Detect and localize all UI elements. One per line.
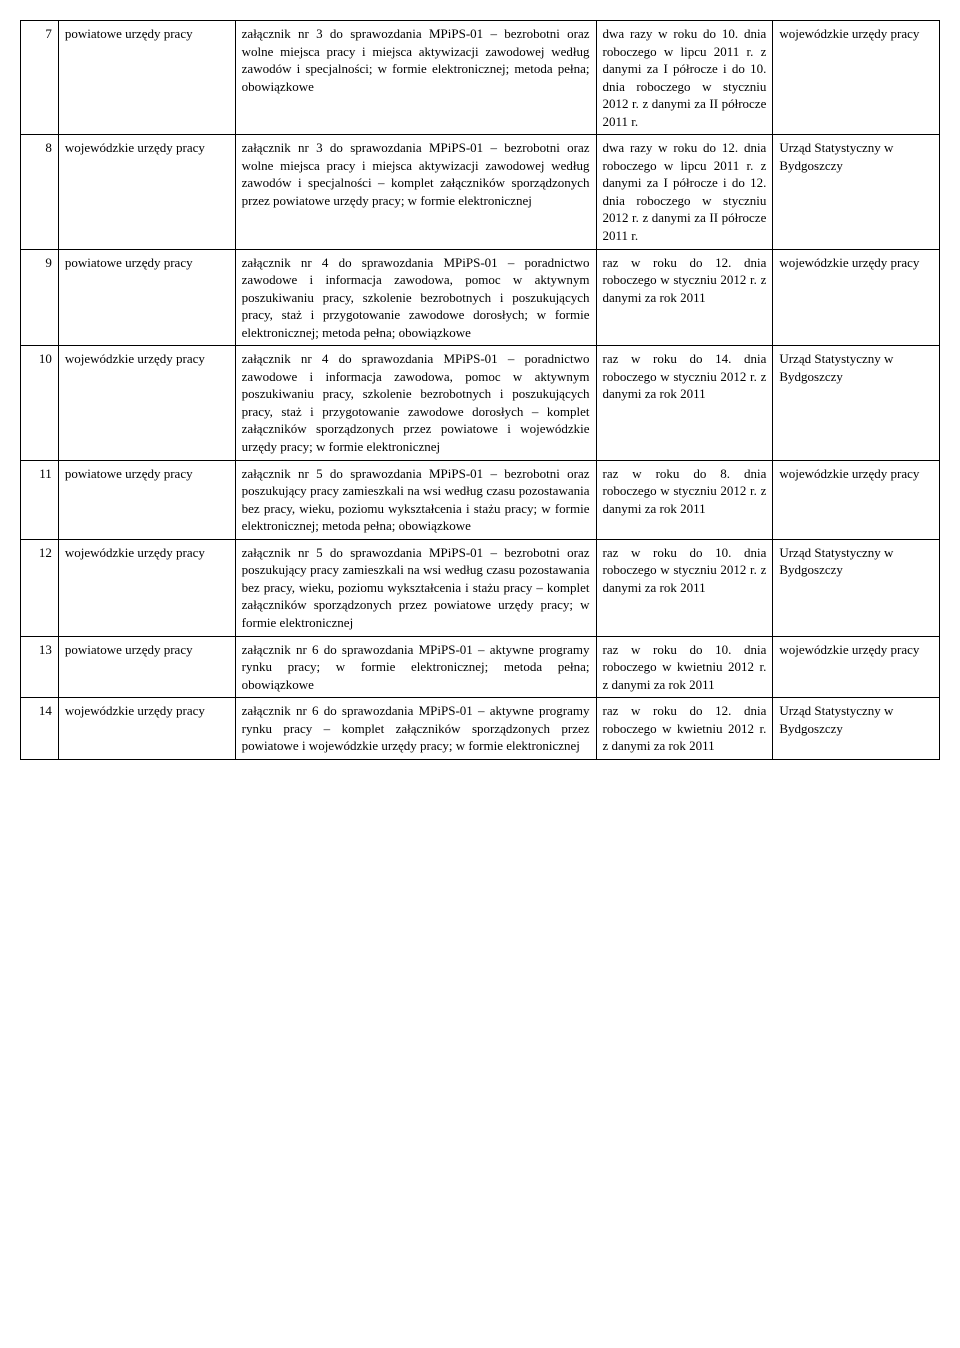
row-number: 7 [21,21,59,135]
cell-recipient: Urząd Statystyczny w Bydgoszczy [773,539,940,636]
cell-entity: powiatowe urzędy pracy [58,460,235,539]
cell-frequency: dwa razy w roku do 10. dnia roboczego w … [596,21,773,135]
cell-entity: wojewódzkie urzędy pracy [58,135,235,249]
table-row: 8 wojewódzkie urzędy pracy załącznik nr … [21,135,940,249]
cell-description: załącznik nr 6 do sprawozdania MPiPS-01 … [235,698,596,760]
cell-entity: wojewódzkie urzędy pracy [58,346,235,460]
cell-recipient: wojewódzkie urzędy pracy [773,636,940,698]
table-row: 13 powiatowe urzędy pracy załącznik nr 6… [21,636,940,698]
row-number: 9 [21,249,59,346]
cell-recipient: Urząd Statystyczny w Bydgoszczy [773,346,940,460]
cell-description: załącznik nr 5 do sprawozdania MPiPS-01 … [235,460,596,539]
cell-frequency: raz w roku do 10. dnia roboczego w kwiet… [596,636,773,698]
cell-recipient: Urząd Statystyczny w Bydgoszczy [773,698,940,760]
cell-entity: powiatowe urzędy pracy [58,249,235,346]
cell-frequency: raz w roku do 8. dnia roboczego w styczn… [596,460,773,539]
cell-frequency: raz w roku do 10. dnia roboczego w stycz… [596,539,773,636]
cell-description: załącznik nr 5 do sprawozdania MPiPS-01 … [235,539,596,636]
cell-entity: wojewódzkie urzędy pracy [58,698,235,760]
cell-description: załącznik nr 3 do sprawozdania MPiPS-01 … [235,21,596,135]
cell-description: załącznik nr 6 do sprawozdania MPiPS-01 … [235,636,596,698]
row-number: 11 [21,460,59,539]
cell-frequency: raz w roku do 12. dnia roboczego w stycz… [596,249,773,346]
row-number: 8 [21,135,59,249]
cell-entity: wojewódzkie urzędy pracy [58,539,235,636]
cell-frequency: dwa razy w roku do 12. dnia roboczego w … [596,135,773,249]
table-row: 7 powiatowe urzędy pracy załącznik nr 3 … [21,21,940,135]
cell-recipient: wojewódzkie urzędy pracy [773,21,940,135]
data-table: 7 powiatowe urzędy pracy załącznik nr 3 … [20,20,940,760]
row-number: 13 [21,636,59,698]
table-row: 10 wojewódzkie urzędy pracy załącznik nr… [21,346,940,460]
cell-recipient: Urząd Statystyczny w Bydgoszczy [773,135,940,249]
table-body: 7 powiatowe urzędy pracy załącznik nr 3 … [21,21,940,760]
cell-frequency: raz w roku do 12. dnia roboczego w kwiet… [596,698,773,760]
row-number: 14 [21,698,59,760]
table-row: 9 powiatowe urzędy pracy załącznik nr 4 … [21,249,940,346]
cell-description: załącznik nr 4 do sprawozdania MPiPS-01 … [235,346,596,460]
cell-description: załącznik nr 4 do sprawozdania MPiPS-01 … [235,249,596,346]
cell-recipient: wojewódzkie urzędy pracy [773,460,940,539]
cell-description: załącznik nr 3 do sprawozdania MPiPS-01 … [235,135,596,249]
table-row: 12 wojewódzkie urzędy pracy załącznik nr… [21,539,940,636]
cell-frequency: raz w roku do 14. dnia roboczego w stycz… [596,346,773,460]
cell-entity: powiatowe urzędy pracy [58,636,235,698]
cell-entity: powiatowe urzędy pracy [58,21,235,135]
cell-recipient: wojewódzkie urzędy pracy [773,249,940,346]
table-row: 11 powiatowe urzędy pracy załącznik nr 5… [21,460,940,539]
table-row: 14 wojewódzkie urzędy pracy załącznik nr… [21,698,940,760]
row-number: 10 [21,346,59,460]
row-number: 12 [21,539,59,636]
